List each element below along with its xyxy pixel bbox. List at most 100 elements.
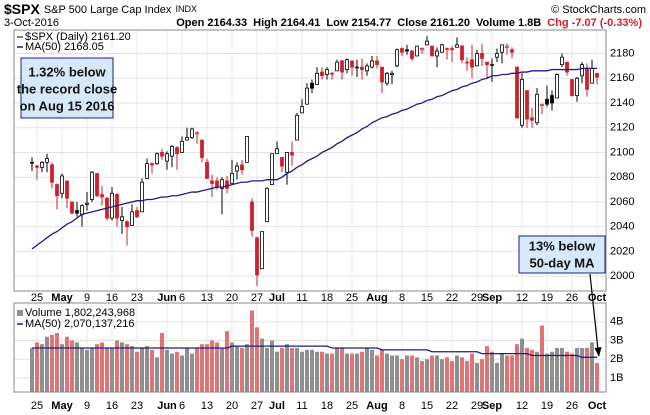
volume-bar [160,332,164,392]
volume-panel-frame [13,302,607,393]
x-tick-label: 20 [226,292,238,304]
volume-bar [310,349,314,392]
x-tick-label: 22 [446,292,458,304]
volume-bar [460,357,464,392]
volume-bar [155,357,159,392]
legend-ma: MA(50) 2168.05 [25,41,104,53]
volume-bar [430,355,434,392]
volume-bar [255,327,259,392]
candle-body [125,221,129,228]
legend-layer: $SPX (Daily) 2161.20 MA(50) 2168.05 Volu… [17,31,135,330]
legend-price: $SPX (Daily) 2161.20 [25,31,131,43]
volume-bar [200,344,204,392]
candle-body [215,180,219,188]
candle-body [265,187,269,223]
volume-bar [490,351,494,392]
volume-bar [195,347,199,392]
candle-body [200,139,204,158]
volume-bar [325,353,329,392]
x-tick-label: 6 [179,400,185,412]
x-tick-label: 8 [399,400,405,412]
volume-bar [135,351,139,392]
candle-body [425,40,429,46]
volume-bar [360,351,364,392]
volume-bar [540,325,544,392]
volume-bar [140,347,144,392]
y-tick-label: 4B [610,316,623,328]
volume-bar [145,346,149,392]
candle-body [180,140,184,153]
volume-bar [465,361,469,392]
volume-bar [270,340,274,392]
volume-bar [520,338,524,392]
candle-body [475,53,479,67]
volume-bar [45,336,49,392]
x-tick-label: Jul [269,400,285,412]
volume-bar [390,355,394,392]
candle-body [535,93,539,124]
volume-bar [300,351,304,392]
index-name: S&P 500 Large Cap Index [44,4,172,16]
candle-body [485,61,489,66]
volume-bar [370,349,374,392]
candle-body [70,201,74,214]
x-tick-label: 12 [516,400,528,412]
quote-high: High 2164.41 [253,17,320,29]
candle-body [540,103,544,106]
x-tick-label: 25 [346,400,358,412]
y-tick-label: 2120 [610,122,634,134]
candle-body [420,48,424,51]
y-tick-label: 2160 [610,72,634,84]
volume-bar [175,351,179,392]
candle-body [250,201,254,231]
candle-body [390,72,394,75]
y-tick-label: 2180 [610,47,634,59]
candle-body [460,45,464,61]
volume-bar [285,344,289,392]
y-tick-label: 3B [610,334,623,346]
volume-bar [90,347,94,392]
candle-body [350,60,354,68]
marks-layer [30,36,599,392]
volume-bar [535,351,539,392]
quote-low: Low 2154.77 [326,17,391,29]
candle-body [260,231,264,270]
x-tick-label: 15 [421,400,433,412]
volume-bar [40,344,44,392]
volume-bar [385,353,389,392]
candle-body [270,153,274,186]
candle-body [585,67,589,90]
volume-bar [580,347,584,392]
volume-bar [575,347,579,392]
candle-body [85,202,89,205]
candle-body [345,59,349,70]
volume-bar [475,362,479,392]
volume-bar [445,357,449,392]
annotation-arrowhead [594,347,602,357]
candle-body [565,61,569,73]
volume-bar [280,347,284,392]
candle-body [515,66,519,119]
volume-bar [530,349,534,392]
x-tick-label: 9 [84,292,90,304]
candle-body [525,90,529,120]
candle-body [395,49,399,67]
volume-bar [290,347,294,392]
volume-bar [150,349,154,392]
candle-body [595,72,599,78]
volume-bar [265,347,269,392]
volume-bar [315,351,319,392]
volume-bar [305,349,309,392]
x-tick-label: 25 [31,400,43,412]
candle-body [50,164,54,183]
candle-body [430,45,434,57]
candle-body [290,152,294,156]
volume-bar [185,347,189,392]
candle-body [375,60,379,66]
candle-body [490,64,494,66]
x-tick-label: Sep [482,292,502,304]
candle-body [295,114,299,141]
volume-bar [455,355,459,392]
y-tick-label: 2060 [610,196,634,208]
